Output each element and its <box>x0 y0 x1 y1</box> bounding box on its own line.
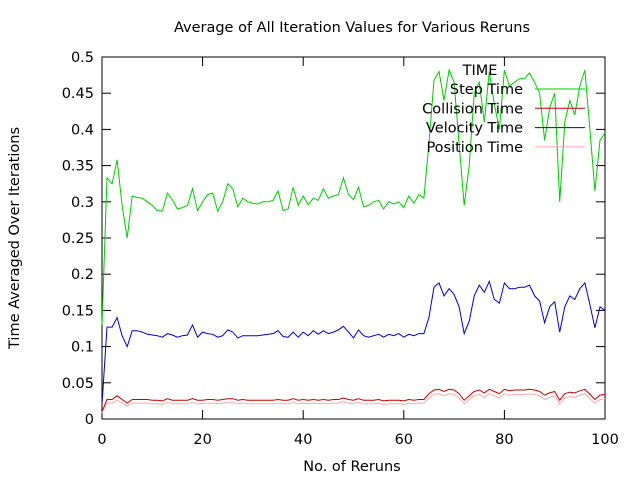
x-tick-label: 60 <box>395 432 413 448</box>
x-tick-label: 0 <box>97 432 106 448</box>
axis-ticks: 0 0.05 0.1 0.15 0.2 0.25 0.3 0.35 0.4 0.45 0.5 0 20 4… <box>62 50 619 448</box>
y-tick-label: 0.45 <box>62 86 94 102</box>
y-tick-label: 0.3 <box>71 195 94 211</box>
y-tick-label: 0.4 <box>71 122 94 138</box>
y-tick-label: 0.5 <box>71 50 94 66</box>
series-line-position-time <box>101 393 606 414</box>
y-tick-label: 0.1 <box>71 340 94 356</box>
x-axis-label: No. of Reruns <box>303 459 401 475</box>
x-tick-label: 100 <box>591 432 619 448</box>
chart-title: Average of All Iteration Values for Vari… <box>174 20 530 36</box>
y-tick-label: 0.15 <box>62 303 94 319</box>
y-tick-label: 0.2 <box>71 267 94 283</box>
legend-label: Velocity Time <box>426 121 523 137</box>
legend: TIME Step Time Collision Time Velocity Tim… <box>422 63 585 156</box>
plot-frame <box>101 56 606 420</box>
series-line-step-time <box>101 68 606 325</box>
legend-label: Position Time <box>426 140 523 156</box>
x-tick-label: 20 <box>193 432 211 448</box>
legend-title: TIME <box>462 63 498 79</box>
x-tick-label: 40 <box>294 432 312 448</box>
y-tick-label: 0 <box>85 412 94 428</box>
legend-label: Step Time <box>450 82 523 98</box>
legend-label: Collision Time <box>422 101 523 117</box>
x-tick-label: 80 <box>495 432 513 448</box>
series-line-velocity-time <box>101 279 606 405</box>
y-tick-label: 0.35 <box>62 159 94 175</box>
legend-items: Step Time Collision Time Velocity Time Posi… <box>422 82 585 156</box>
series-group <box>101 68 606 414</box>
y-tick-label: 0.25 <box>62 231 94 247</box>
y-tick-label: 0.05 <box>62 376 94 392</box>
series-line-collision-time <box>101 388 606 412</box>
y-axis-label: Time Averaged Over Iterations <box>7 127 23 350</box>
